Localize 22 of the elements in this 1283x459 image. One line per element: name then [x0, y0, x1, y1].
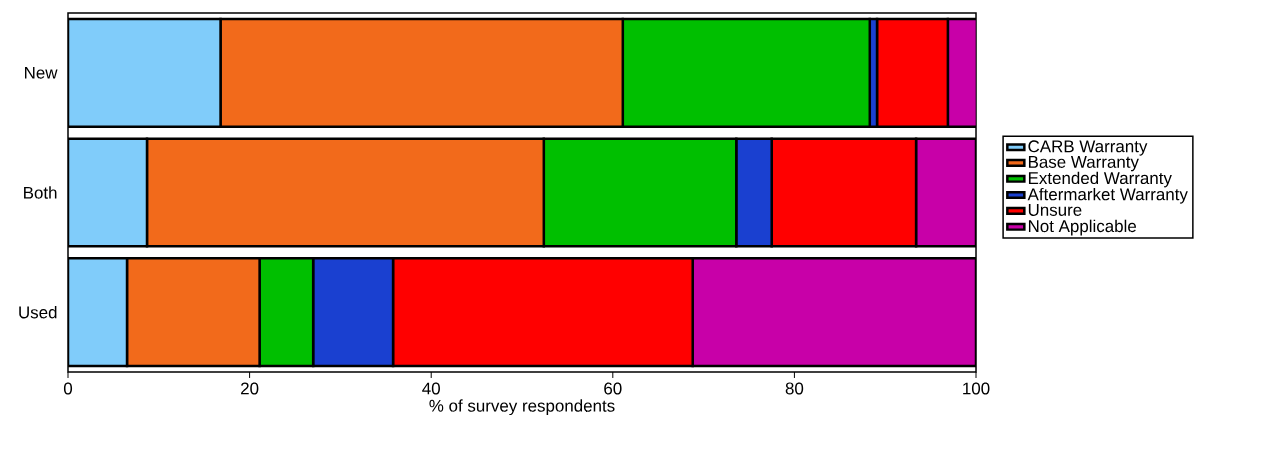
legend-label: CARB Warranty [1028, 140, 1148, 156]
x-tick-label: 100 [963, 382, 990, 395]
x-tick-label: 60 [604, 382, 622, 395]
legend-label: Not Applicable [1028, 219, 1137, 236]
bar [68, 257, 129, 368]
legend-label: Base Warranty [1028, 156, 1139, 172]
y-tick-label: Used [19, 305, 57, 319]
legend-label: Aftermarket Warranty [1027, 187, 1188, 204]
legend-label: Unsure [1028, 204, 1082, 216]
x-tick-label: 80 [785, 382, 804, 395]
x-tick-label: 20 [241, 382, 259, 395]
bar [68, 137, 149, 248]
y-tick-label: New [25, 66, 58, 79]
x-tick-label: 0 [63, 382, 73, 395]
bar [914, 137, 977, 248]
x-axis-title: % of survey respondents [429, 399, 615, 416]
x-tick-label: 40 [422, 382, 440, 395]
legend-label: Extended Warranty [1028, 171, 1172, 188]
bar [68, 17, 222, 128]
bar [946, 17, 977, 128]
y-tick-label: Both [24, 186, 57, 199]
bar [691, 257, 977, 368]
